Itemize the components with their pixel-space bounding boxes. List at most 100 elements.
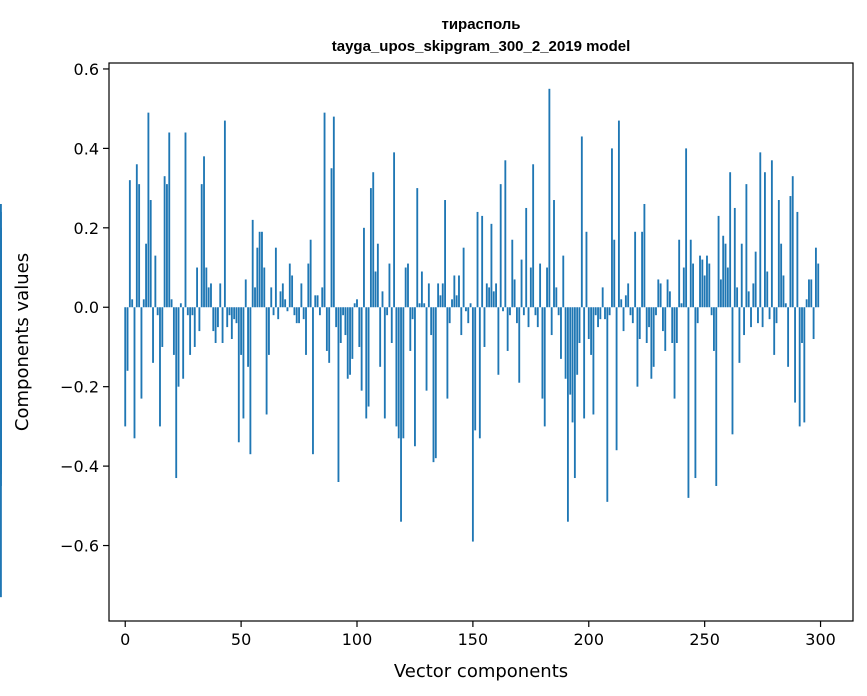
- bar: [664, 307, 667, 351]
- bar: [726, 267, 729, 308]
- bar: [168, 132, 171, 308]
- bar-series: [0, 88, 820, 598]
- bar: [481, 215, 484, 308]
- bar: [159, 307, 161, 427]
- bar: [437, 283, 440, 308]
- bar: [226, 307, 229, 328]
- bar: [196, 267, 198, 308]
- bar: [814, 247, 817, 308]
- bar: [207, 287, 210, 308]
- bar: [485, 283, 488, 308]
- bar: [648, 307, 650, 328]
- bar: [696, 307, 699, 324]
- bar: [738, 307, 741, 363]
- bar: [295, 307, 298, 324]
- bar: [650, 307, 653, 379]
- bar: [170, 299, 173, 308]
- bar: [546, 267, 548, 308]
- bar: [293, 307, 296, 316]
- bar: [513, 279, 516, 308]
- bar: [469, 303, 472, 308]
- bar: [376, 243, 379, 308]
- bar: [562, 255, 565, 308]
- bar: [325, 307, 328, 351]
- bar: [694, 307, 697, 479]
- bar: [592, 307, 595, 415]
- bar: [715, 307, 718, 486]
- bar: [483, 307, 486, 347]
- bar: [274, 247, 277, 308]
- bar: [379, 307, 382, 367]
- bar: [782, 275, 785, 308]
- x-tick-label: 200: [574, 630, 605, 649]
- bar: [360, 307, 363, 391]
- bar: [397, 307, 400, 439]
- bar: [796, 211, 799, 308]
- bar: [490, 223, 493, 308]
- bar: [219, 283, 222, 308]
- bar: [497, 307, 500, 375]
- bar: [710, 307, 713, 316]
- bar: [420, 271, 423, 308]
- bar: [233, 307, 236, 320]
- bar: [423, 303, 426, 308]
- bar: [381, 291, 384, 308]
- bar: [240, 307, 243, 355]
- bar: [703, 275, 706, 308]
- bar: [318, 307, 321, 316]
- bar: [601, 287, 604, 308]
- bar: [244, 279, 247, 308]
- bar: [543, 307, 546, 427]
- bar: [777, 200, 780, 308]
- bar: [659, 283, 662, 308]
- bar: [645, 307, 648, 343]
- bar: [662, 307, 664, 332]
- y-tick-label: 0.0: [74, 298, 99, 317]
- bar: [617, 120, 620, 308]
- bar: [186, 307, 189, 316]
- bar: [337, 307, 340, 482]
- bar: [671, 307, 674, 343]
- bar: [163, 176, 166, 308]
- bar: [571, 307, 574, 423]
- bar: [682, 267, 685, 308]
- bar: [124, 307, 127, 427]
- bar: [764, 172, 766, 308]
- bar: [566, 307, 569, 522]
- chart-title: тирасполь: [441, 16, 520, 33]
- bar: [801, 307, 803, 343]
- bar: [569, 307, 572, 395]
- bar: [149, 200, 152, 308]
- bar: [666, 279, 669, 308]
- bar: [736, 287, 739, 308]
- bar: [300, 283, 303, 308]
- bar: [258, 231, 261, 308]
- bar: [166, 184, 168, 308]
- bar: [152, 307, 154, 363]
- bar: [550, 307, 553, 336]
- bar: [541, 307, 544, 399]
- bar: [604, 307, 606, 320]
- bar: [752, 283, 755, 308]
- bar: [444, 200, 446, 308]
- bar: [316, 295, 319, 308]
- bar: [367, 307, 370, 407]
- bar: [455, 295, 458, 308]
- bar: [578, 307, 581, 343]
- bar: [675, 307, 678, 343]
- bar: [722, 235, 725, 308]
- bar: [692, 263, 694, 308]
- bar: [349, 307, 351, 375]
- bar: [740, 243, 743, 308]
- bar: [128, 180, 131, 308]
- bar: [221, 307, 224, 343]
- bar: [182, 307, 185, 379]
- bar: [251, 219, 254, 308]
- bar: [237, 307, 240, 443]
- y-tick-label: 0.2: [74, 219, 99, 238]
- bar: [441, 283, 444, 308]
- y-tick-label: −0.6: [60, 537, 99, 556]
- bar: [557, 307, 560, 316]
- bar: [527, 307, 530, 328]
- bar: [573, 307, 576, 479]
